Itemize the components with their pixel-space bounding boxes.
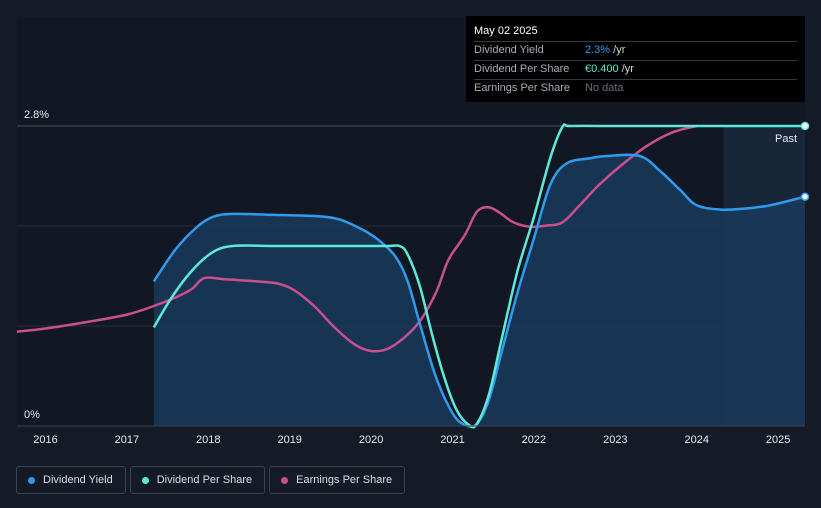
legend-item-dividend-yield[interactable]: Dividend Yield: [16, 466, 126, 494]
yield-end-marker: [800, 192, 810, 201]
tooltip-row-eps: Earnings Per Share No data: [474, 79, 797, 98]
x-tick-label: 2019: [277, 434, 301, 446]
x-tick-label: 2018: [196, 434, 220, 446]
tooltip-value: No data: [585, 82, 624, 94]
tooltip-unit: /yr: [618, 63, 634, 75]
legend-dot-icon: [141, 476, 149, 484]
legend-label: Earnings Per Share: [296, 474, 393, 486]
x-tick-label: 2024: [684, 434, 708, 446]
dividend-yield-area: [153, 154, 806, 427]
earnings-per-share-line: [16, 124, 698, 353]
tooltip-label: Dividend Yield: [474, 44, 544, 56]
y-axis-labels: 2.8% 0%: [24, 109, 49, 421]
past-label: Past: [775, 133, 797, 145]
end-markers: [800, 121, 810, 201]
tooltip-row-yield: Dividend Yield 2.3% /yr: [474, 41, 797, 60]
tooltip-row-dps: Dividend Per Share €0.400 /yr: [474, 60, 797, 79]
tooltip-label: Earnings Per Share: [474, 82, 570, 94]
tooltip-label: Dividend Per Share: [474, 63, 570, 75]
tooltip-unit: /yr: [610, 44, 626, 56]
x-tick-label: 2025: [766, 434, 790, 446]
legend-label: Dividend Yield: [43, 474, 113, 486]
x-tick-label: 2021: [440, 434, 464, 446]
tooltip-value: 2.3%: [585, 44, 611, 56]
x-tick-label: 2020: [359, 434, 383, 446]
y-tick-label: 2.8%: [24, 109, 49, 121]
legend-item-dividend-per-share[interactable]: Dividend Per Share: [129, 466, 266, 494]
x-axis-labels: 2016 2017 2018 2019 2020 2021 2022 2023 2024 2025: [33, 434, 790, 446]
dps-end-marker: [800, 121, 810, 131]
dividend-per-share-line: [152, 123, 805, 429]
x-tick-label: 2016: [33, 434, 57, 446]
x-tick-label: 2022: [522, 434, 546, 446]
legend-dot-icon: [281, 476, 289, 484]
x-tick-label: 2017: [115, 434, 139, 446]
x-tick-label: 2023: [603, 434, 627, 446]
legend-label: Dividend Per Share: [156, 474, 253, 486]
tooltip-date: May 02 2025: [474, 25, 538, 37]
tooltip: May 02 2025 Dividend Yield 2.3% /yr Divi…: [466, 16, 805, 102]
y-tick-label: 0%: [24, 409, 40, 421]
legend-item-earnings-per-share[interactable]: Earnings Per Share: [269, 466, 406, 494]
tooltip-value: €0.400: [585, 63, 619, 75]
legend-dot-icon: [28, 476, 35, 484]
legend: Dividend Yield Dividend Per Share Earnin…: [16, 466, 406, 494]
